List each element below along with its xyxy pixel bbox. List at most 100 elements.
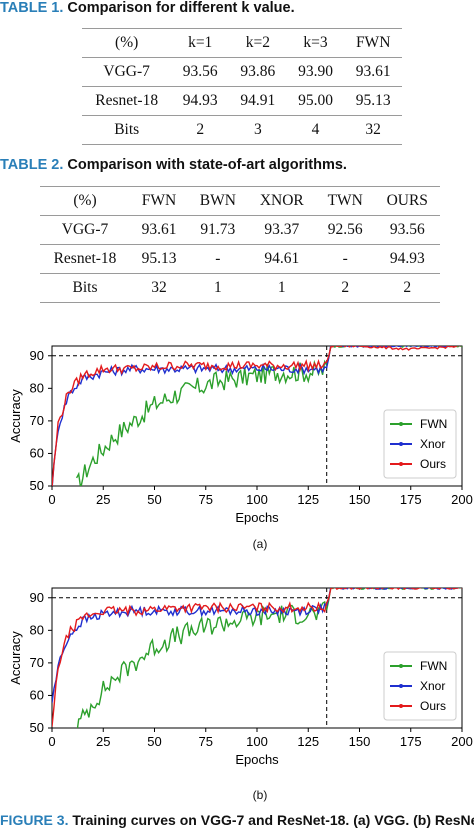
table2-cell: 1 (188, 273, 248, 303)
table2-cell: 91.73 (188, 215, 248, 245)
table2-cell: 93.56 (374, 215, 440, 245)
table2-header-cell: TWN (315, 186, 375, 216)
plot-b: 0 25 50 75 100 125 150 175 200 50 60 70 80 90 Epochs Ac… (0, 580, 474, 780)
table2-cell: 2 (315, 273, 375, 303)
table1-header-row: (%) k=1 k=2 k=3 FWN (82, 28, 402, 58)
figure-text: Training curves on VGG-7 and ResNet-18. … (72, 812, 474, 828)
table2-row: Resnet-18 95.13-94.61-94.93 (40, 244, 440, 274)
x-tick-label: 50 (147, 492, 161, 507)
table1-header-cell: (%) (82, 28, 172, 58)
legend-label: Xnor (420, 679, 445, 693)
table1-cell: 32 (344, 115, 402, 145)
legend-marker (399, 664, 403, 668)
table2-header-cell: (%) (40, 186, 130, 216)
x-tick-label: 200 (451, 492, 473, 507)
series-line-xnor (52, 588, 462, 703)
table2-row: VGG-7 93.61 91.73 93.37 92.56 93.56 (40, 215, 440, 245)
legend-marker (399, 422, 403, 426)
table2-cell: 32 (130, 273, 189, 303)
table2-cell: Bits (40, 273, 130, 303)
table2-cell: 95.13 (130, 244, 189, 274)
table1-cell: Bits (82, 115, 172, 145)
table1-cell: VGG-7 (82, 57, 172, 87)
y-tick-label: 50 (30, 720, 44, 735)
x-tick-label: 175 (400, 492, 422, 507)
legend-marker (399, 704, 403, 708)
table1-cell: 93.86 (229, 57, 287, 87)
series-line-fwn (75, 346, 462, 486)
y-tick-label: 60 (30, 445, 44, 460)
y-tick-label: 70 (30, 655, 44, 670)
series-line-fwn (76, 588, 462, 728)
x-tick-label: 75 (199, 734, 213, 749)
table1-header-cell: k=3 (286, 28, 345, 58)
legend-label: FWN (420, 659, 447, 673)
y-tick-label: 60 (30, 687, 44, 702)
table1-header-cell: FWN (344, 28, 402, 58)
series-line-ours (52, 588, 462, 727)
table2-caption: TABLE 2. Comparison with state-of-art al… (0, 157, 347, 173)
legend-label: Ours (420, 457, 446, 471)
x-tick-label: 25 (96, 492, 110, 507)
legend-label: FWN (420, 417, 447, 431)
table1-header-cell: k=1 (171, 28, 230, 58)
y-axis-label: Accuracy (8, 631, 23, 685)
y-tick-label: 80 (30, 380, 44, 395)
table2-cell: 2 (374, 273, 440, 303)
legend-label: Xnor (420, 437, 445, 451)
table1-cell: 4 (286, 115, 345, 145)
table2-cell: 94.93 (374, 244, 440, 274)
x-tick-label: 0 (48, 734, 55, 749)
x-tick-label: 175 (400, 734, 422, 749)
table1-header-cell: k=2 (229, 28, 287, 58)
table1-title: Comparison for different k value. (67, 0, 295, 16)
table1-caption: TABLE 1. Comparison for different k valu… (0, 0, 295, 16)
figure-label: FIGURE 3. (0, 812, 69, 828)
legend-box (383, 409, 457, 479)
x-tick-label: 0 (48, 492, 55, 507)
table1-cell: 93.90 (286, 57, 345, 87)
y-tick-label: 90 (30, 348, 44, 363)
x-tick-label: 150 (349, 734, 371, 749)
x-axis-label: Epochs (235, 510, 279, 525)
x-tick-label: 75 (199, 492, 213, 507)
panel-label-b: (b) (252, 788, 268, 802)
table1-row: VGG-7 93.56 93.86 93.90 93.61 (82, 57, 402, 87)
table1-cell: 95.13 (344, 86, 402, 116)
x-axis-label: Epochs (235, 752, 279, 767)
table2-header-cell: BWN (188, 186, 248, 216)
table2-cell: 93.37 (247, 215, 316, 245)
x-tick-label: 200 (451, 734, 473, 749)
y-tick-label: 80 (30, 622, 44, 637)
legend-box (383, 651, 457, 721)
y-tick-label: 50 (30, 478, 44, 493)
x-tick-label: 125 (297, 492, 319, 507)
table2-header-row: (%) FWN BWN XNOR TWN OURS (40, 186, 440, 216)
table2-header-cell: XNOR (247, 186, 316, 216)
panel-label-a: (a) (252, 537, 268, 551)
table2-cell: Resnet-18 (40, 244, 130, 274)
table1-cell: 2 (171, 115, 230, 145)
table1-cell: 93.61 (344, 57, 402, 87)
x-tick-label: 100 (246, 734, 268, 749)
table2-label: TABLE 2. (0, 157, 64, 173)
table1-cell: 3 (229, 115, 287, 145)
table2-cell: 1 (247, 273, 316, 303)
y-tick-label: 90 (30, 590, 44, 605)
y-tick-label: 70 (30, 413, 44, 428)
plot-a-svg: 0 25 50 75 100 125 150 175 200 50 60 70 80 90 Epochs Ac… (8, 345, 473, 525)
table2-cell: 92.56 (315, 215, 375, 245)
plot-a: 0 25 50 75 100 125 150 175 200 50 60 70 80 90 Epochs Ac… (0, 338, 474, 538)
table1-label: TABLE 1. (0, 0, 64, 16)
table1-cell: Resnet-18 (82, 86, 172, 116)
table2-header-cell: FWN (130, 186, 189, 216)
legend-marker (399, 684, 403, 688)
table2-cell: 94.61 (247, 244, 316, 274)
x-tick-label: 25 (96, 734, 110, 749)
table1-cell: 94.91 (229, 86, 287, 116)
x-tick-label: 125 (297, 734, 319, 749)
table1-row: Resnet-18 94.93 94.91 95.00 95.13 (82, 86, 402, 116)
table1: (%) k=1 k=2 k=3 FWN VGG-7 93.56 93.86 93.90 93.61… (82, 28, 402, 145)
series-line-ours (52, 346, 462, 486)
table2-row: Bits 32 1 1 2 2 (40, 273, 440, 303)
